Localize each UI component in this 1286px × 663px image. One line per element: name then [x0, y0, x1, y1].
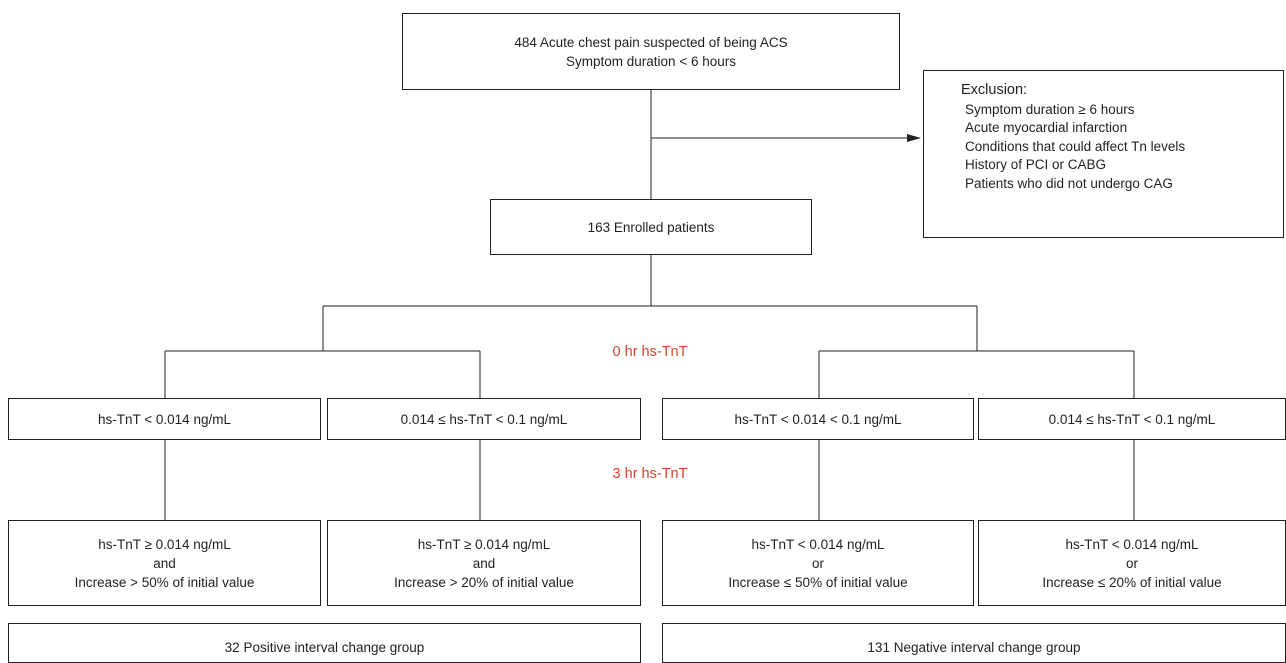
tier2-box-c: hs-TnT < 0.014 ng/mL or Increase ≤ 50% o…	[662, 520, 974, 606]
criteria-connector: and	[472, 555, 496, 571]
criteria-connector: and	[153, 555, 176, 571]
tier1-label: hs-TnT < 0.014 ng/mL	[98, 411, 231, 427]
tier1-box-b: 0.014 ≤ hs-TnT < 0.1 ng/mL	[327, 398, 641, 440]
positive-group-box: 32 Positive interval change group	[8, 623, 641, 663]
exclusion-item: Patients who did not undergo CAG	[965, 175, 1173, 191]
criteria-connector: or	[811, 555, 824, 571]
enrolled-box: 163 Enrolled patients	[490, 199, 812, 255]
tier1-label: hs-TnT < 0.014 < 0.1 ng/mL	[734, 411, 902, 427]
tier2-box-b: hs-TnT ≥ 0.014 ng/mL and Increase > 20% …	[327, 520, 641, 606]
initial-population-line1: 484 Acute chest pain suspected of being …	[514, 34, 788, 50]
criteria-line: Increase ≤ 20% of initial value	[1042, 574, 1222, 590]
exclusion-box: Exclusion: Symptom duration ≥ 6 hours Ac…	[923, 70, 1284, 238]
tier1-box-d: 0.014 ≤ hs-TnT < 0.1 ng/mL	[978, 398, 1286, 440]
criteria-line: Increase > 20% of initial value	[394, 574, 574, 590]
exclusion-item: Acute myocardial infarction	[965, 120, 1128, 135]
criteria-line: Increase ≤ 50% of initial value	[728, 574, 908, 590]
negative-group-box: 131 Negative interval change group	[662, 623, 1286, 663]
initial-population-box: 484 Acute chest pain suspected of being …	[402, 13, 900, 90]
initial-population-line2: Symptom duration < 6 hours	[566, 53, 736, 69]
tier2-box-a: hs-TnT ≥ 0.014 ng/mL and Increase > 50% …	[8, 520, 321, 606]
criteria-line: hs-TnT < 0.014 ng/mL	[1065, 536, 1199, 552]
zero-hr-label: 0 hr hs-TnT	[612, 344, 688, 360]
criteria-line: hs-TnT ≥ 0.014 ng/mL	[98, 536, 231, 552]
positive-group-label: 32 Positive interval change group	[224, 640, 425, 655]
enrolled-label: 163 Enrolled patients	[587, 219, 715, 235]
exclusion-item: History of PCI or CABG	[965, 157, 1107, 172]
criteria-line: hs-TnT ≥ 0.014 ng/mL	[417, 536, 551, 552]
criteria-line: Increase > 50% of initial value	[74, 574, 255, 590]
tier1-box-c: hs-TnT < 0.014 < 0.1 ng/mL	[662, 398, 974, 440]
three-hr-label: 3 hr hs-TnT	[612, 466, 688, 482]
criteria-line: hs-TnT < 0.014 ng/mL	[751, 536, 885, 552]
tier1-box-a: hs-TnT < 0.014 ng/mL	[8, 398, 321, 440]
tier1-label: 0.014 ≤ hs-TnT < 0.1 ng/mL	[1048, 411, 1216, 427]
exclusion-title: Exclusion:	[961, 82, 1028, 98]
exclusion-item: Symptom duration ≥ 6 hours	[965, 101, 1135, 117]
criteria-connector: or	[1125, 555, 1138, 571]
tier1-label: 0.014 ≤ hs-TnT < 0.1 ng/mL	[400, 411, 568, 427]
exclusion-item: Conditions that could affect Tn levels	[965, 138, 1186, 154]
tier2-box-d: hs-TnT < 0.014 ng/mL or Increase ≤ 20% o…	[978, 520, 1286, 606]
negative-group-label: 131 Negative interval change group	[867, 640, 1081, 655]
